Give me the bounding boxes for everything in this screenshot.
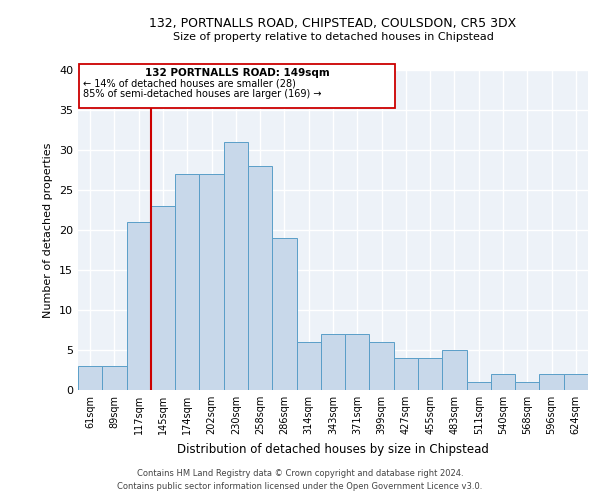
- Bar: [102, 366, 127, 390]
- Text: Contains public sector information licensed under the Open Government Licence v3: Contains public sector information licen…: [118, 482, 482, 491]
- Bar: [370, 342, 394, 390]
- Y-axis label: Number of detached properties: Number of detached properties: [43, 142, 53, 318]
- Bar: [345, 334, 370, 390]
- Bar: [175, 174, 199, 390]
- Text: 132, PORTNALLS ROAD, CHIPSTEAD, COULSDON, CR5 3DX: 132, PORTNALLS ROAD, CHIPSTEAD, COULSDON…: [149, 18, 517, 30]
- Bar: [515, 382, 539, 390]
- Bar: [564, 374, 588, 390]
- Text: 85% of semi-detached houses are larger (169) →: 85% of semi-detached houses are larger (…: [83, 89, 322, 99]
- Bar: [442, 350, 467, 390]
- X-axis label: Distribution of detached houses by size in Chipstead: Distribution of detached houses by size …: [177, 442, 489, 456]
- Bar: [151, 206, 175, 390]
- Bar: [539, 374, 564, 390]
- Text: Contains HM Land Registry data © Crown copyright and database right 2024.: Contains HM Land Registry data © Crown c…: [137, 468, 463, 477]
- Bar: [491, 374, 515, 390]
- Text: Size of property relative to detached houses in Chipstead: Size of property relative to detached ho…: [173, 32, 493, 42]
- Bar: [272, 238, 296, 390]
- Bar: [467, 382, 491, 390]
- Bar: [199, 174, 224, 390]
- FancyBboxPatch shape: [79, 64, 395, 108]
- Bar: [127, 222, 151, 390]
- Text: 132 PORTNALLS ROAD: 149sqm: 132 PORTNALLS ROAD: 149sqm: [145, 68, 329, 78]
- Bar: [248, 166, 272, 390]
- Bar: [78, 366, 102, 390]
- Bar: [224, 142, 248, 390]
- Bar: [296, 342, 321, 390]
- Bar: [394, 358, 418, 390]
- Text: ← 14% of detached houses are smaller (28): ← 14% of detached houses are smaller (28…: [83, 79, 296, 89]
- Bar: [321, 334, 345, 390]
- Bar: [418, 358, 442, 390]
